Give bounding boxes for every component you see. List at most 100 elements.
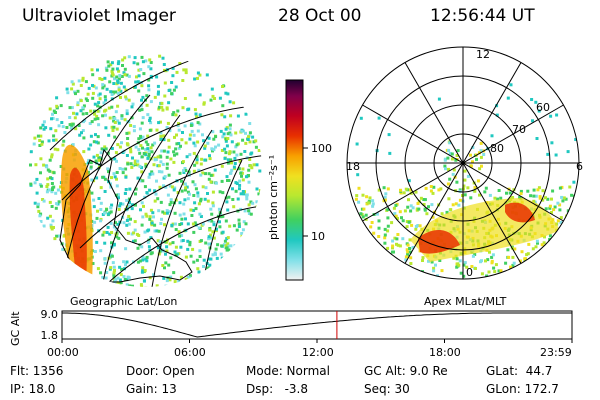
image-pixel [452,256,456,260]
image-pixel [233,162,237,165]
image-pixel [386,246,390,250]
image-pixel [159,131,163,135]
image-pixel [116,104,120,108]
image-pixel [226,244,230,248]
image-pixel [144,257,148,261]
image-pixel [506,248,510,252]
image-pixel [492,266,496,270]
image-pixel [551,189,555,193]
image-pixel [167,145,171,149]
flight-number: Flt: 1356 [10,364,64,378]
image-pixel [405,225,409,229]
image-pixel [520,250,524,254]
image-pixel [228,224,232,228]
image-pixel [490,134,494,138]
image-pixel [109,63,113,67]
image-pixel [212,236,216,240]
image-pixel [173,280,177,284]
image-pixel [132,125,136,128]
image-pixel [50,155,54,159]
image-pixel [177,146,181,150]
image-pixel [162,134,166,138]
image-pixel [199,173,203,177]
image-pixel [386,187,390,191]
image-pixel [202,139,206,143]
image-pixel [239,192,243,196]
image-pixel [355,194,359,198]
image-pixel [103,109,106,113]
image-pixel [96,104,100,108]
image-pixel [50,153,54,157]
image-pixel [145,94,149,98]
image-pixel [110,231,114,234]
image-pixel [52,138,56,142]
image-pixel [218,225,222,229]
image-pixel [544,207,548,211]
image-pixel [107,64,111,68]
image-pixel [186,222,190,226]
image-pixel [224,219,228,223]
left-panel-caption: Geographic Lat/Lon [70,295,178,308]
image-pixel [162,149,166,153]
image-pixel [158,240,162,244]
image-pixel [209,98,213,102]
image-pixel [554,153,558,157]
image-pixel [512,261,516,265]
image-pixel [125,109,129,113]
image-pixel [371,199,375,203]
image-pixel [541,189,545,193]
image-pixel [431,215,435,219]
image-pixel [238,187,241,191]
time-tick-3: 18:00 [429,346,461,359]
image-pixel [127,98,131,102]
image-pixel [184,277,188,281]
image-pixel [404,255,408,259]
image-pixel [559,216,563,220]
image-pixel [548,204,552,208]
image-pixel [57,124,61,128]
image-pixel [103,241,107,245]
image-pixel [160,105,164,109]
mode-value: Mode: Normal [246,364,330,378]
altitude-curve [62,312,572,338]
image-pixel [39,126,43,130]
image-pixel [74,92,77,96]
image-pixel [168,210,172,214]
image-pixel [165,245,169,249]
image-pixel [205,73,209,77]
image-pixel [131,284,134,287]
altitude-timeline: 9.0 1.8 GC Alt [9,308,573,346]
image-pixel [422,198,426,201]
image-pixel [538,196,542,200]
image-pixel [357,186,361,190]
image-pixel [409,204,413,208]
image-pixel [133,228,137,232]
image-pixel [120,114,124,118]
image-pixel [245,175,248,179]
image-pixel [161,56,165,60]
image-pixel [138,108,142,112]
image-pixel [45,190,49,194]
image-pixel [223,156,227,160]
image-pixel [115,184,119,188]
image-pixel [246,138,250,141]
image-pixel [416,202,420,205]
image-pixel [150,251,154,255]
image-pixel [65,126,69,129]
image-pixel [79,84,83,87]
image-pixel [60,121,64,124]
image-pixel [117,208,121,211]
image-pixel [465,265,469,269]
image-pixel [409,209,413,213]
image-pixel [210,147,214,151]
image-pixel [217,143,221,147]
image-pixel [37,209,41,213]
image-pixel [518,196,522,200]
image-pixel [386,224,390,228]
image-pixel [407,179,411,183]
image-pixel [51,188,54,191]
image-pixel [207,235,211,239]
image-pixel [182,202,186,206]
image-pixel [206,192,209,195]
image-pixel [254,139,258,143]
